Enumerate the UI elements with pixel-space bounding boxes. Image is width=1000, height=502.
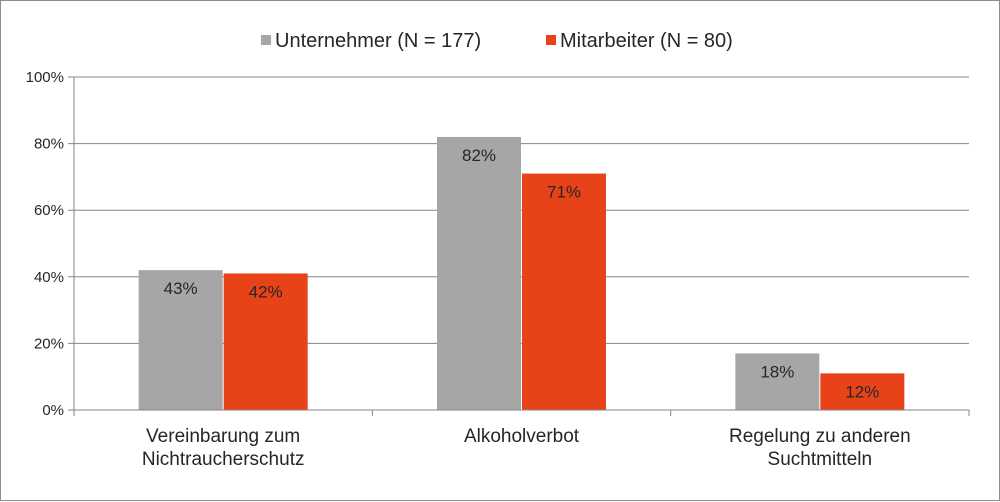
data-label: 12% (845, 382, 879, 401)
legend-label: Mitarbeiter (N = 80) (560, 30, 733, 52)
y-tick-label: 60% (34, 202, 64, 219)
x-category-label: Suchtmitteln (768, 449, 873, 470)
y-tick-label: 80% (34, 136, 64, 153)
legend: Unternehmer (N = 177) Mitarbeiter (N = 80… (261, 30, 733, 52)
bar-mitarbeiter (820, 373, 905, 410)
x-category-label: Nichtraucherschutz (142, 449, 305, 470)
y-tick-label: 40% (34, 269, 64, 286)
x-category-label: Vereinbarung zum (146, 426, 300, 447)
data-label: 71% (547, 183, 581, 202)
bars: 43% 42% 82% 71% 18% 12% (138, 136, 905, 410)
data-label: 42% (249, 282, 283, 301)
data-label: 18% (760, 362, 794, 381)
bar-unternehmer (735, 353, 820, 410)
x-category-label: Regelung zu anderen (729, 426, 911, 447)
x-category-label: Alkoholverbot (464, 426, 580, 447)
bar-mitarbeiter (223, 273, 308, 410)
bar-unternehmer (437, 136, 521, 410)
y-tick-label: 0% (42, 402, 64, 419)
data-label: 43% (164, 279, 198, 298)
legend-label: Unternehmer (N = 177) (275, 30, 481, 52)
y-tick-label: 100% (26, 69, 64, 86)
bar-mitarbeiter (522, 173, 606, 410)
y-tick-label: 20% (34, 335, 64, 352)
data-label: 82% (462, 146, 496, 165)
legend-swatch (546, 35, 556, 45)
bar-unternehmer (138, 270, 223, 410)
legend-swatch (261, 35, 271, 45)
y-axis: 0% 20% 40% 60% 80% 100% (26, 69, 75, 419)
